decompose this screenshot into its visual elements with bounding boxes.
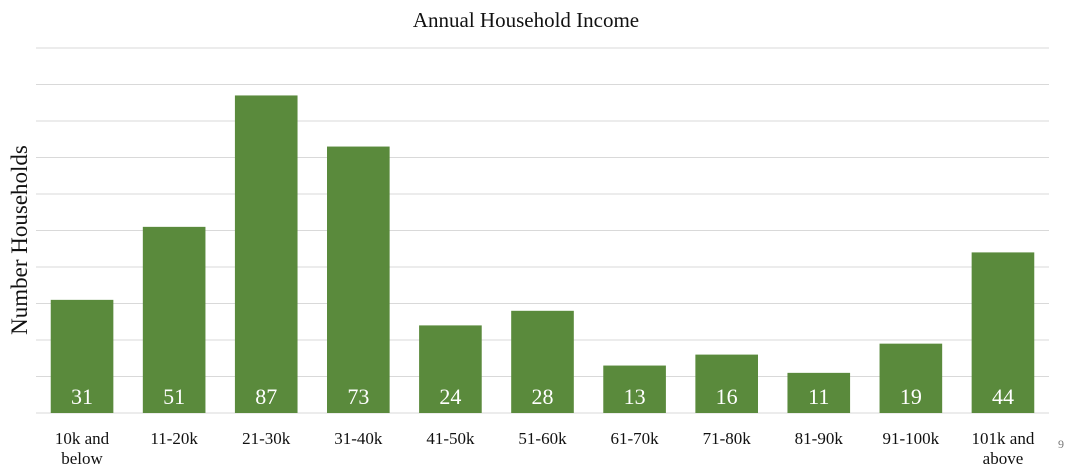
category-label: 31-40k [334, 429, 383, 448]
bar-value-label: 31 [71, 384, 93, 409]
bar-value-labels: 31 51 87 73 24 28 13 16 11 19 44 [71, 384, 1014, 409]
bar-value-label: 28 [532, 384, 554, 409]
bar-value-label: 16 [716, 384, 738, 409]
bar [234, 95, 298, 413]
category-label: 71-80k [703, 429, 752, 448]
chart-title: Annual Household Income [413, 8, 639, 32]
bar-value-label: 73 [347, 384, 369, 409]
bar-value-label: 13 [624, 384, 646, 409]
category-label: 10k and below [55, 429, 110, 468]
bar-value-label: 19 [900, 384, 922, 409]
bar [419, 325, 482, 413]
category-label: 21-30k [242, 429, 291, 448]
category-label: 41-50k [426, 429, 475, 448]
bar [971, 252, 1035, 413]
bar [327, 146, 390, 414]
bar [142, 226, 206, 413]
bar-value-label: 51 [163, 384, 185, 409]
category-label: 11-20k [150, 429, 198, 448]
category-label: 101k and above [972, 429, 1035, 468]
bar [50, 299, 114, 413]
y-axis-label: Number Households [7, 145, 32, 335]
bar [511, 310, 574, 413]
bars [50, 95, 1035, 414]
bar [879, 343, 943, 413]
bar [603, 365, 666, 413]
page-number: 9 [1058, 437, 1064, 451]
bar-value-label: 44 [992, 384, 1014, 409]
category-label: 51-60k [518, 429, 567, 448]
category-label: 61-70k [611, 429, 660, 448]
bar-value-label: 87 [255, 384, 277, 409]
category-label: 81-90k [795, 429, 844, 448]
bar [787, 372, 851, 413]
category-label: 91-100k [883, 429, 940, 448]
bar [695, 354, 758, 413]
bar-value-label: 24 [439, 384, 461, 409]
bar-value-label: 11 [808, 384, 829, 409]
category-labels: 10k and below 11-20k 21-30k 31-40k 41-50k 51-6… [55, 429, 1035, 468]
